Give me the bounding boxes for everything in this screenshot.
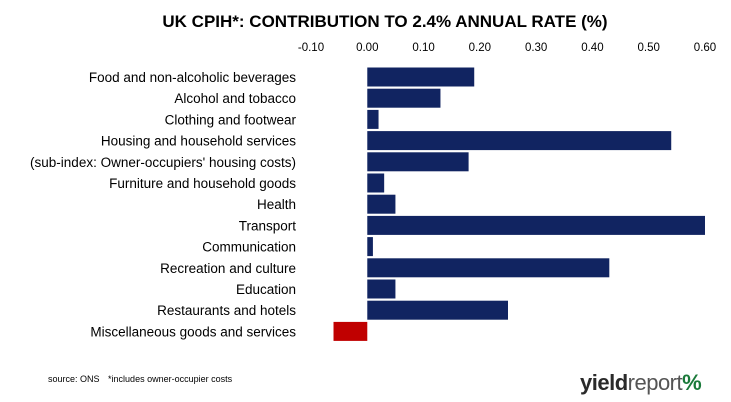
source-note: source: ONS *includes owner-occupier cos… xyxy=(48,374,238,384)
category-label: Health xyxy=(257,197,296,212)
chart-title: UK CPIH*: CONTRIBUTION TO 2.4% ANNUAL RA… xyxy=(162,12,607,31)
bar xyxy=(367,258,610,278)
bar xyxy=(367,173,385,193)
x-tick-label: 0.10 xyxy=(412,42,434,54)
brand-logo: yieldreport% xyxy=(580,370,702,396)
brand-part-1: yield xyxy=(580,370,628,395)
bar xyxy=(367,152,469,172)
bar xyxy=(367,300,508,320)
category-label: Clothing and footwear xyxy=(165,112,297,127)
x-axis-ticks: -0.10 0.00 0.10 0.20 0.30 0.40 0.50 0.60 xyxy=(298,42,716,54)
bar xyxy=(367,279,396,299)
category-label: Food and non-alcoholic beverages xyxy=(89,70,296,85)
category-label: Furniture and household goods xyxy=(109,176,296,191)
category-label: Recreation and culture xyxy=(160,261,296,276)
bars xyxy=(333,67,705,341)
x-tick-label: 0.30 xyxy=(525,42,547,54)
bar xyxy=(367,215,705,235)
x-tick-label: 0.00 xyxy=(356,42,378,54)
bar xyxy=(367,109,379,129)
category-label: Transport xyxy=(239,218,297,233)
bar xyxy=(367,131,672,151)
category-label: Communication xyxy=(202,240,296,255)
x-tick-label: 0.40 xyxy=(581,42,603,54)
x-tick-label: -0.10 xyxy=(298,42,324,54)
source-text: source: ONS xyxy=(48,374,100,384)
category-label: Housing and household services xyxy=(101,134,296,149)
category-label: Education xyxy=(236,282,296,297)
category-label: Restaurants and hotels xyxy=(157,303,296,318)
brand-percent-sign: % xyxy=(682,370,702,395)
brand-part-2: report xyxy=(627,370,683,395)
category-label: Miscellaneous goods and services xyxy=(90,324,296,339)
bar xyxy=(333,321,368,341)
bar xyxy=(367,67,475,87)
x-tick-label: 0.60 xyxy=(694,42,716,54)
bar xyxy=(367,237,373,257)
bar xyxy=(367,88,441,108)
x-tick-label: 0.20 xyxy=(469,42,491,54)
footnote-text: *includes owner-occupier costs xyxy=(108,374,233,384)
bar xyxy=(367,194,396,214)
category-label: Alcohol and tobacco xyxy=(174,91,296,106)
x-tick-label: 0.50 xyxy=(638,42,660,54)
category-label: (sub-index: Owner-occupiers' housing cos… xyxy=(30,155,296,170)
category-labels: Food and non-alcoholic beverages Alcohol … xyxy=(30,70,296,339)
